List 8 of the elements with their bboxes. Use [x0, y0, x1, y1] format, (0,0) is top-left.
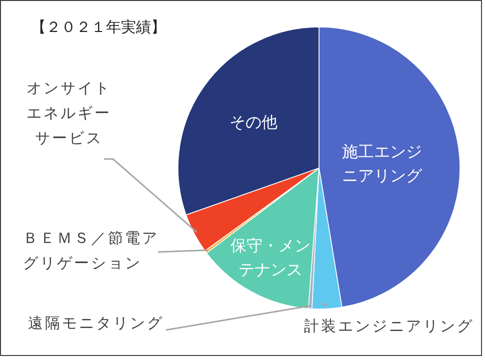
slice-label: その他 [229, 112, 278, 132]
slice-label: 保守・メンテナンス [230, 236, 310, 279]
slice-label: オンサイトエネルギーサービス [26, 79, 112, 147]
chart-title: 【２０２１年実績】 [31, 18, 166, 36]
slice-label: 施工エンジニアリング [342, 141, 424, 184]
slice-label: 計装エンジニアリング [304, 317, 474, 335]
slice-label: 遠隔モニタリング [28, 314, 164, 332]
slice-label: ＢＥＭＳ／節電アグリゲーション [23, 229, 159, 272]
